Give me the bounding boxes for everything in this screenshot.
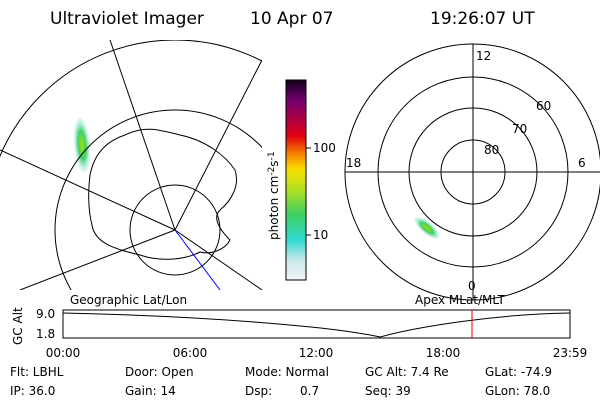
x-tick-label: 00:00	[46, 346, 81, 360]
geo-map	[0, 40, 262, 290]
time: 19:26:07 UT	[430, 9, 535, 29]
status-field: Gain: 14	[125, 384, 176, 398]
status-field: Door: Open	[125, 365, 194, 379]
status-field: GC Alt: 7.4 Re	[365, 365, 449, 379]
x-tick-label: 06:00	[173, 346, 208, 360]
status-field: 0.7	[300, 384, 319, 398]
colorbar	[285, 79, 307, 281]
colorbar-tick-label: 10	[313, 228, 328, 242]
y-tick-label: 9.0	[36, 307, 55, 321]
polar-label: 80	[484, 143, 499, 157]
polar-plot	[344, 43, 600, 301]
status-field: Flt: LBHL	[10, 365, 64, 379]
polar-label: 0	[468, 279, 476, 293]
timeline-title: Apex MLat/MLT	[415, 293, 505, 307]
status-field: Mode: Normal	[245, 365, 329, 379]
colorbar-tick-label: 100	[313, 141, 336, 155]
unit: s	[267, 160, 281, 166]
timeline-frame	[62, 309, 571, 339]
polar-label: 12	[476, 49, 491, 63]
status-field: GLon: 78.0	[485, 384, 550, 398]
y-tick-label: 1.8	[36, 327, 55, 341]
timeline-title: Geographic Lat/Lon	[70, 293, 187, 307]
polar-label: 60	[536, 99, 551, 113]
status-field: IP: 36.0	[10, 384, 55, 398]
status-field: Dsp:	[245, 384, 272, 398]
x-tick-label: 18:00	[426, 346, 461, 360]
instrument: Ultraviolet Imager	[50, 9, 204, 29]
date: 10 Apr 07	[250, 9, 333, 29]
unit: -2	[267, 167, 277, 176]
x-tick-label: 23:59	[553, 346, 588, 360]
unit: photon cm	[267, 176, 281, 240]
status-field: GLat: -74.9	[485, 365, 552, 379]
colorbar-label: photon cm-2s-1	[267, 151, 281, 240]
status-field: Seq: 39	[365, 384, 411, 398]
polar-label: 70	[512, 122, 527, 136]
unit: -1	[267, 151, 277, 160]
altitude-curve	[62, 312, 571, 338]
polar-label: 6	[578, 156, 586, 170]
y-label: GC Alt	[11, 307, 25, 345]
polar-label: 18	[346, 156, 361, 170]
x-tick-label: 12:00	[299, 346, 334, 360]
